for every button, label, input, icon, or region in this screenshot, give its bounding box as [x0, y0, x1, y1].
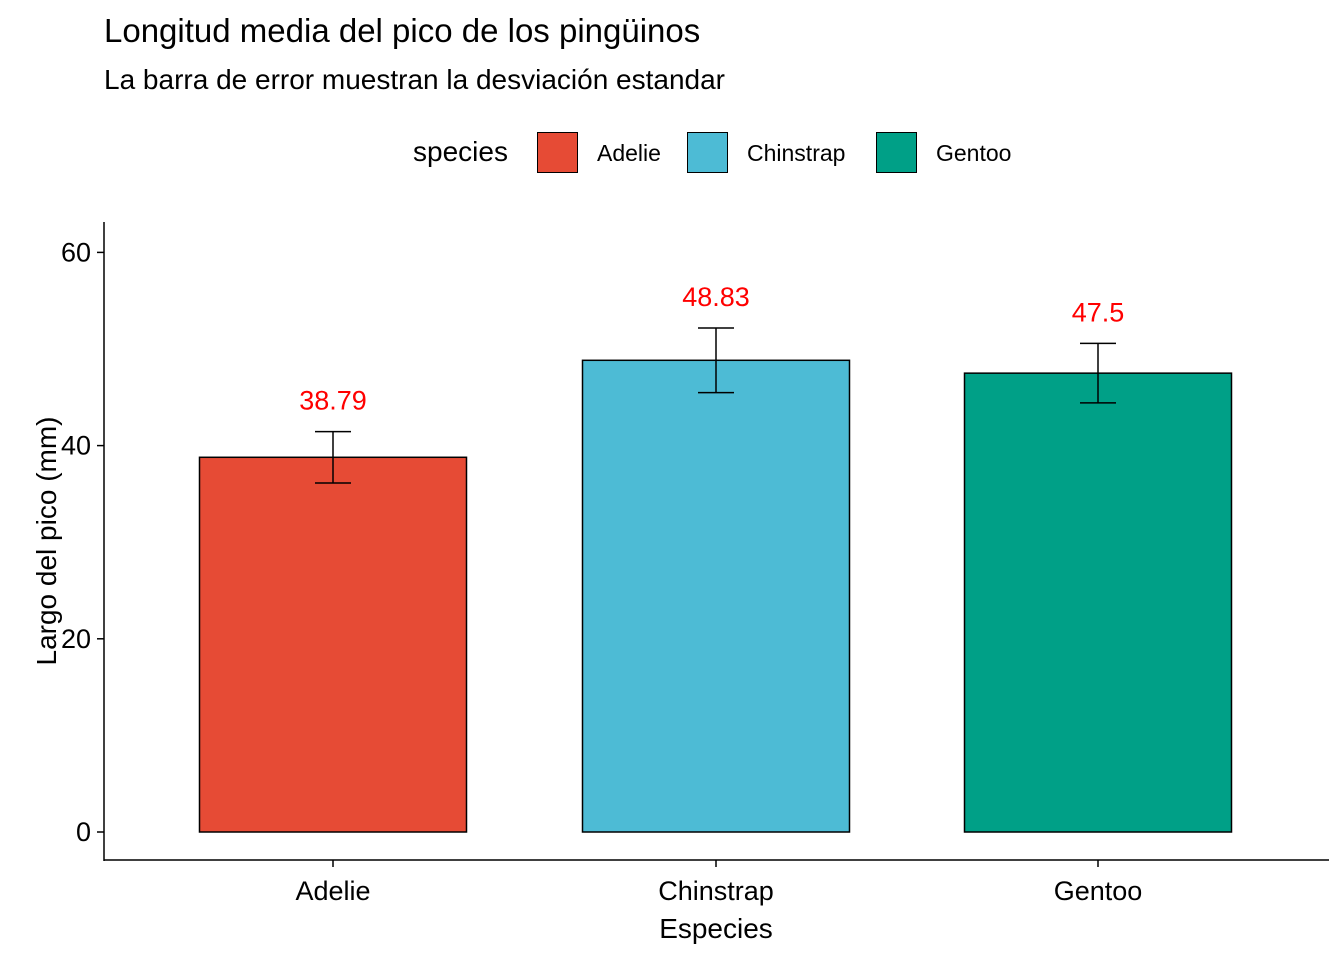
legend: species Adelie Chinstrap Gentoo — [0, 130, 1344, 176]
chart-subtitle: La barra de error muestran la desviación… — [104, 64, 726, 95]
chart-marks: 0 20 40 60 38.79 Adelie 48.83 Chinstrap 47.5 Gent… — [61, 237, 1233, 906]
legend-label-adelie: Adelie — [597, 140, 661, 166]
y-axis-title: Largo del pico (mm) — [31, 417, 62, 666]
x-tick-label-chinstrap: Chinstrap — [658, 876, 774, 906]
legend-key-gentoo — [876, 132, 917, 173]
bar-chinstrap — [581, 359, 851, 833]
y-tick-label: 40 — [61, 431, 91, 461]
value-label-gentoo: 47.5 — [1072, 297, 1125, 327]
legend-key-chinstrap — [687, 132, 728, 173]
x-tick-label-gentoo: Gentoo — [1054, 876, 1143, 906]
y-tick-label: 20 — [61, 624, 91, 654]
value-label-adelie: 38.79 — [299, 386, 367, 416]
y-tick-label: 0 — [76, 817, 91, 847]
legend-key-adelie — [537, 132, 578, 173]
bar-gentoo — [963, 372, 1233, 833]
bar-adelie — [198, 456, 468, 833]
legend-label-chinstrap: Chinstrap — [747, 140, 846, 166]
x-axis-title: Especies — [659, 913, 773, 944]
chart-title: Longitud media del pico de los pingüinos — [104, 12, 701, 49]
x-tick-label-adelie: Adelie — [295, 876, 370, 906]
value-label-chinstrap: 48.83 — [682, 282, 750, 312]
legend-title: species — [413, 136, 508, 167]
legend-label-gentoo: Gentoo — [936, 140, 1012, 166]
y-tick-label: 60 — [61, 237, 91, 267]
